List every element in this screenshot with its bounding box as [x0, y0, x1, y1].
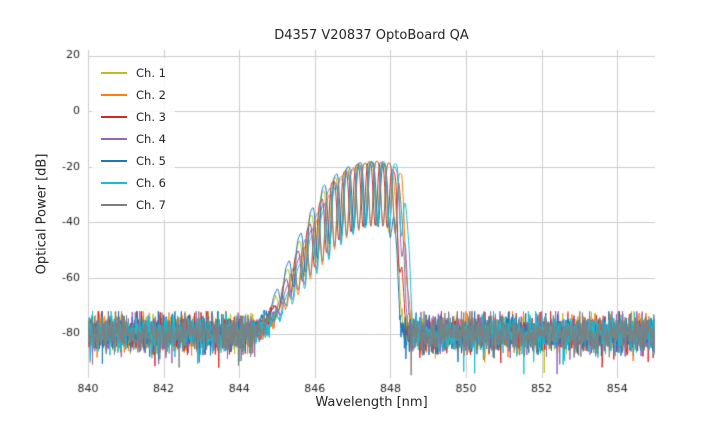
- legend-item: Ch. 6: [101, 172, 166, 194]
- legend-label: Ch. 7: [136, 198, 166, 212]
- legend-item: Ch. 4: [101, 128, 166, 150]
- legend-line-swatch: [101, 160, 127, 162]
- legend-line-swatch: [101, 116, 127, 118]
- legend-item: Ch. 7: [101, 194, 166, 216]
- legend-line-swatch: [101, 182, 127, 184]
- legend: Ch. 1 Ch. 2 Ch. 3 Ch. 4 Ch. 5 Ch. 6 Ch. 7: [92, 58, 175, 220]
- legend-item: Ch. 1: [101, 62, 166, 84]
- legend-label: Ch. 1: [136, 66, 166, 80]
- x-axis-label: Wavelength [nm]: [315, 395, 428, 410]
- legend-line-swatch: [101, 72, 127, 74]
- legend-label: Ch. 6: [136, 176, 166, 190]
- chart-title: D4357 V20837 OptoBoard QA: [274, 28, 469, 43]
- legend-item: Ch. 3: [101, 106, 166, 128]
- legend-line-swatch: [101, 204, 127, 206]
- legend-label: Ch. 2: [136, 88, 166, 102]
- legend-label: Ch. 4: [136, 132, 166, 146]
- legend-item: Ch. 2: [101, 84, 166, 106]
- legend-line-swatch: [101, 138, 127, 140]
- legend-line-swatch: [101, 94, 127, 96]
- legend-item: Ch. 5: [101, 150, 166, 172]
- y-axis-label: Optical Power [dB]: [34, 153, 50, 275]
- legend-label: Ch. 3: [136, 110, 166, 124]
- legend-label: Ch. 5: [136, 154, 166, 168]
